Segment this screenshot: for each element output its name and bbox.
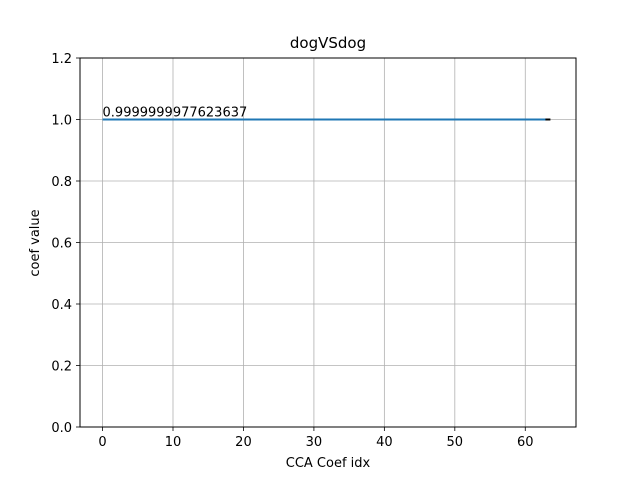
data-annotation: 0.9999999977623637 bbox=[103, 106, 248, 121]
y-tick-label: 0.0 bbox=[51, 421, 72, 436]
y-tick-label: 1.0 bbox=[51, 114, 72, 129]
x-tick-label: 0 bbox=[98, 435, 106, 450]
y-axis: 0.0 0.2 0.4 0.6 0.8 1.0 1.2 bbox=[51, 52, 80, 436]
x-tick-label: 40 bbox=[376, 435, 393, 450]
y-tick-label: 0.2 bbox=[51, 360, 72, 375]
x-axis: 0 10 20 30 40 50 60 bbox=[98, 427, 534, 450]
y-tick-label: 0.6 bbox=[51, 237, 72, 252]
y-tick-label: 0.8 bbox=[51, 175, 72, 190]
y-tick-label: 1.2 bbox=[51, 52, 72, 67]
x-axis-label: CCA Coef idx bbox=[286, 456, 371, 471]
y-axis-label: coef value bbox=[28, 209, 43, 276]
y-tick-label: 0.4 bbox=[51, 298, 72, 313]
x-tick-label: 50 bbox=[447, 435, 464, 450]
chart-title: dogVSdog bbox=[290, 34, 366, 52]
x-tick-label: 20 bbox=[235, 435, 252, 450]
x-tick-label: 10 bbox=[165, 435, 182, 450]
x-tick-label: 30 bbox=[306, 435, 323, 450]
x-tick-label: 60 bbox=[517, 435, 534, 450]
